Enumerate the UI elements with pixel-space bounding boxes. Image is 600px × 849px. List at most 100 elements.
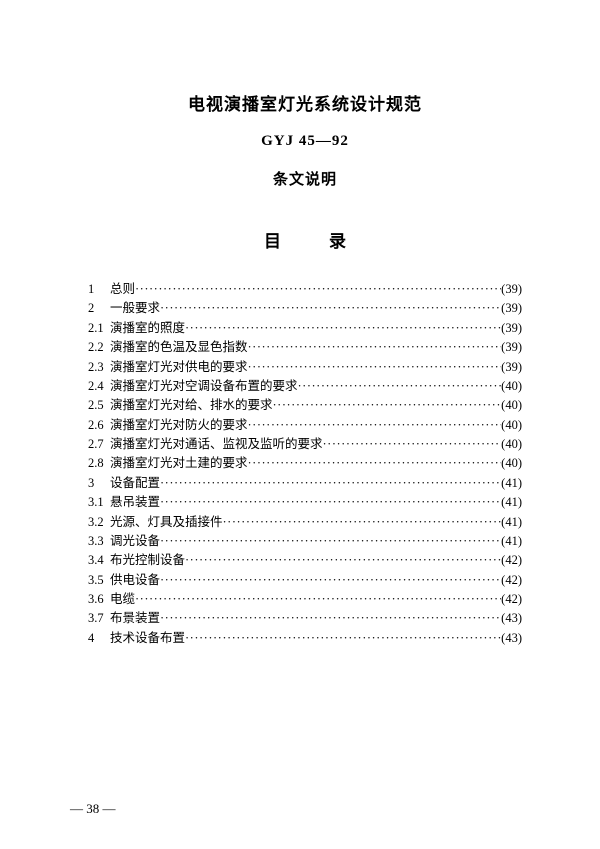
toc-entry-page: (42) [501,551,522,570]
toc-leader-dots [160,609,501,628]
toc-row: 2 一般要求 (39) [88,299,522,318]
toc-entry-number: 3.5 [88,571,110,590]
toc-row: 2.2 演播室的色温及显色指数 (39) [88,338,522,357]
toc-heading: 目录 [88,227,522,252]
toc-row: 3 设备配置 (41) [88,474,522,493]
toc-entry-page: (43) [501,629,522,648]
toc-entry-number: 2.5 [88,396,110,415]
toc-entry-number: 3.7 [88,609,110,628]
toc-row: 4 技术设备布置 (43) [88,629,522,648]
toc-entry-page: (42) [501,571,522,590]
toc-entry-page: (41) [501,474,522,493]
toc-leader-dots [248,454,502,473]
toc-entry-label: 布景装置 [110,609,160,628]
toc-entry-page: (43) [501,609,522,628]
toc-entry-label: 电缆 [110,590,135,609]
toc-row: 2.3 演播室灯光对供电的要求 (39) [88,358,522,377]
toc-leader-dots [160,571,501,590]
toc-entry-page: (40) [501,435,522,454]
toc-entry-label: 技术设备布置 [110,629,185,648]
toc-leader-dots [248,416,502,435]
toc-entry-page: (39) [501,299,522,318]
toc-entry-number: 3.4 [88,551,110,570]
document-code: GYJ 45—92 [88,133,522,150]
toc-entry-label: 演播室灯光对防火的要求 [110,416,248,435]
toc-entry-number: 3.2 [88,513,110,532]
toc-row: 2.7 演播室灯光对通话、监视及监听的要求 (40) [88,435,522,454]
toc-entry-label: 演播室的色温及显色指数 [110,338,248,357]
toc-row: 2.1 演播室的照度 (39) [88,319,522,338]
toc-entry-number: 1 [88,280,110,299]
document-page: 电视演播室灯光系统设计规范 GYJ 45—92 条文说明 目录 1 总则 (39… [0,0,600,849]
document-subtitle: 条文说明 [88,168,522,189]
toc-leader-dots [273,396,502,415]
toc-entry-page: (39) [501,358,522,377]
toc-leader-dots [248,358,502,377]
toc-row: 2.5 演播室灯光对给、排水的要求 (40) [88,396,522,415]
toc-entry-page: (40) [501,396,522,415]
toc-leader-dots [298,377,502,396]
toc-entry-label: 演播室灯光对空调设备布置的要求 [110,377,298,396]
toc-entry-label: 光源、灯具及插接件 [110,513,223,532]
toc-leader-dots [160,493,501,512]
toc-entry-number: 3.3 [88,532,110,551]
toc-entry-number: 2.8 [88,454,110,473]
toc-row: 3.4 布光控制设备 (42) [88,551,522,570]
toc-row: 3.1 悬吊装置 (41) [88,493,522,512]
toc-leader-dots [248,338,502,357]
toc-entry-label: 设备配置 [110,474,160,493]
document-title: 电视演播室灯光系统设计规范 [88,90,522,115]
toc-entry-number: 2.1 [88,319,110,338]
toc-row: 3.3 调光设备 (41) [88,532,522,551]
toc-entry-label: 演播室的照度 [110,319,185,338]
toc-entry-number: 2.2 [88,338,110,357]
toc-leader-dots [185,629,501,648]
toc-row: 3.5 供电设备 (42) [88,571,522,590]
toc-leader-dots [160,474,501,493]
toc-entry-page: (40) [501,416,522,435]
toc-entry-number: 2.7 [88,435,110,454]
toc-entry-number: 2.6 [88,416,110,435]
toc-row: 3.2 光源、灯具及插接件 (41) [88,513,522,532]
toc-leader-dots [185,551,501,570]
toc-list: 1 总则 (39)2 一般要求 (39)2.1 演播室的照度 (39)2.2 演… [88,280,522,648]
toc-leader-dots [185,319,501,338]
toc-entry-label: 一般要求 [110,299,160,318]
toc-leader-dots [135,590,501,609]
toc-entry-page: (40) [501,377,522,396]
toc-entry-page: (41) [501,532,522,551]
toc-entry-page: (41) [501,513,522,532]
toc-entry-page: (39) [501,319,522,338]
toc-entry-page: (41) [501,493,522,512]
toc-leader-dots [135,280,501,299]
toc-row: 2.6 演播室灯光对防火的要求 (40) [88,416,522,435]
toc-entry-number: 4 [88,629,110,648]
toc-entry-label: 悬吊装置 [110,493,160,512]
toc-entry-label: 演播室灯光对土建的要求 [110,454,248,473]
toc-leader-dots [323,435,502,454]
toc-leader-dots [160,299,501,318]
toc-row: 2.4 演播室灯光对空调设备布置的要求 (40) [88,377,522,396]
title-block: 电视演播室灯光系统设计规范 GYJ 45—92 条文说明 [88,90,522,189]
toc-row: 2.8 演播室灯光对土建的要求 (40) [88,454,522,473]
toc-entry-number: 3 [88,474,110,493]
toc-row: 3.6 电缆 (42) [88,590,522,609]
toc-entry-page: (42) [501,590,522,609]
toc-entry-page: (39) [501,338,522,357]
toc-entry-label: 演播室灯光对给、排水的要求 [110,396,273,415]
toc-leader-dots [223,513,502,532]
toc-leader-dots [160,532,501,551]
toc-entry-page: (39) [501,280,522,299]
toc-entry-page: (40) [501,454,522,473]
page-number: — 38 — [70,801,116,817]
toc-entry-label: 总则 [110,280,135,299]
toc-entry-number: 3.1 [88,493,110,512]
toc-entry-label: 演播室灯光对通话、监视及监听的要求 [110,435,323,454]
toc-row: 3.7 布景装置 (43) [88,609,522,628]
toc-entry-number: 2.4 [88,377,110,396]
toc-row: 1 总则 (39) [88,280,522,299]
toc-entry-label: 布光控制设备 [110,551,185,570]
toc-entry-label: 调光设备 [110,532,160,551]
toc-entry-label: 供电设备 [110,571,160,590]
toc-entry-label: 演播室灯光对供电的要求 [110,358,248,377]
